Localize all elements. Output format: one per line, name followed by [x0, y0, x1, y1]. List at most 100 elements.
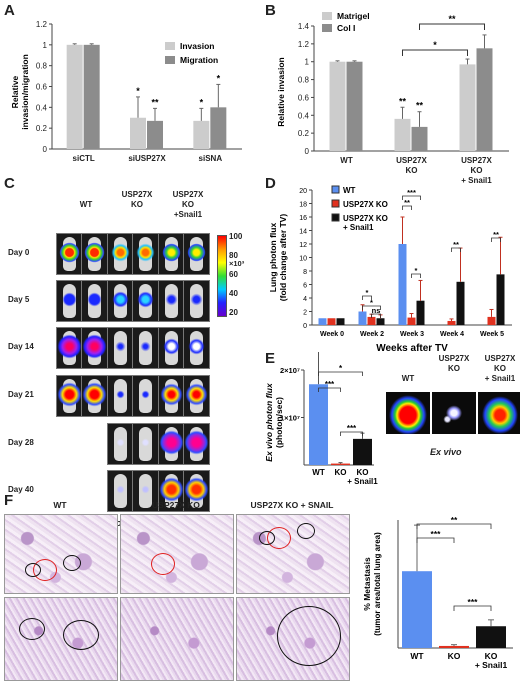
- row-label: Day 0: [8, 248, 30, 257]
- signal-spot: [108, 430, 133, 455]
- column-label: +Snail1: [173, 210, 203, 219]
- exvivo-image: [432, 392, 476, 434]
- mouse-image: [158, 423, 185, 465]
- signal-spot: [57, 334, 82, 359]
- category-label: KO: [448, 651, 461, 661]
- signal-spot: [133, 430, 158, 455]
- bracket: [419, 23, 485, 30]
- category-label: Week 4: [440, 331, 464, 338]
- tumor-outline: [297, 523, 315, 539]
- category-label: WT: [340, 156, 353, 165]
- mouse-image: [56, 280, 83, 322]
- signal-spot: [159, 477, 184, 502]
- category-label: siUSP27X: [128, 154, 166, 163]
- bar: [402, 571, 432, 648]
- bar: [476, 626, 506, 648]
- category-label: Week 5: [480, 331, 504, 338]
- colorbar-tick-label: 80: [229, 251, 238, 260]
- tumor-outline: [25, 563, 41, 577]
- signal-spot: [184, 240, 209, 265]
- signal-spot: [108, 477, 133, 502]
- y-tick-label: 0.2: [36, 124, 48, 133]
- histology-zoom: [4, 597, 118, 681]
- panel-f-histology: WT USP27X KO USP27X KO + SNAIL: [0, 492, 360, 683]
- category-label: USP27X: [396, 156, 427, 165]
- bracket: [371, 313, 381, 318]
- mouse-image: [158, 280, 185, 322]
- mouse-image: [158, 233, 185, 275]
- signal-spot: [184, 287, 209, 312]
- bracket-label: ***: [407, 188, 416, 197]
- bracket: [318, 371, 363, 376]
- y-axis-label-line1: Relative: [10, 75, 20, 108]
- y-tick-label: 20: [299, 188, 307, 195]
- bracket: [453, 605, 492, 611]
- signal-spot: [133, 382, 158, 407]
- column-label: KO: [182, 200, 194, 209]
- mouse-image: [183, 470, 210, 512]
- histology-label: USP27X KO: [152, 500, 200, 510]
- y-tick-label: 12: [299, 242, 307, 249]
- panel-e-chart: 1×10⁷ 2×10⁷ Ex vivo photon flux (photon/sec…: [264, 352, 378, 486]
- category-label: KO: [335, 468, 347, 477]
- y-axis-label-line2: invasion/migration: [20, 54, 30, 130]
- signal-spot: [108, 287, 133, 312]
- bar: [327, 318, 336, 325]
- y-tick-label: 16: [299, 215, 307, 222]
- signal-spot: [159, 240, 184, 265]
- category-label: + Snail1: [347, 477, 378, 486]
- bar: [496, 274, 505, 325]
- exvivo-image: [386, 392, 430, 434]
- tumor-outline: [259, 531, 275, 545]
- tumor-outline: [19, 618, 45, 640]
- exvivo-label: KO: [494, 364, 506, 373]
- significance-mark: **: [399, 96, 407, 106]
- y-tick-label: 0.8: [36, 62, 48, 71]
- legend-swatch: [331, 185, 340, 194]
- signal-spot: [184, 334, 209, 359]
- bracket-label: *: [433, 40, 437, 50]
- category-label: KO: [357, 468, 369, 477]
- exvivo-label: USP27X: [484, 354, 516, 363]
- y-tick-label: 0.6: [36, 83, 48, 92]
- exvivo-signal: [478, 392, 520, 434]
- column-label: USP27X: [121, 190, 153, 199]
- mouse-image: [56, 375, 83, 417]
- bar: [456, 281, 465, 325]
- significance-mark: *: [200, 97, 204, 107]
- panel-f-letter: F: [4, 492, 14, 509]
- histology-label: WT: [53, 500, 67, 510]
- colorbar-tick-label: 40: [229, 289, 238, 298]
- mouse-image: [183, 375, 210, 417]
- significance-mark: **: [416, 101, 424, 111]
- significance-mark: *: [217, 73, 221, 83]
- bracket-label: *: [339, 364, 343, 373]
- histology-overview: [236, 514, 350, 594]
- bracket-label: **: [448, 14, 456, 24]
- bar: [358, 311, 367, 325]
- legend-swatch: [322, 24, 332, 32]
- bracket: [491, 237, 501, 242]
- bar: [309, 384, 328, 465]
- mouse-image: [107, 470, 134, 512]
- y-axis-label-line1: Lung photon flux: [268, 223, 278, 293]
- bracket-label: *: [366, 288, 369, 297]
- histology-zoom: [120, 597, 234, 681]
- mouse-image: [107, 375, 134, 417]
- y-tick-label: 14: [299, 229, 307, 236]
- signal-spot: [82, 334, 107, 359]
- category-label: Week 3: [400, 331, 424, 338]
- signal-spot: [133, 240, 158, 265]
- mouse-image: [132, 423, 159, 465]
- bar: [346, 61, 363, 151]
- legend-label: USP27X KO: [343, 200, 388, 209]
- row-label: Day 40: [8, 485, 34, 494]
- y-axis-label: Relative invasion: [276, 57, 286, 126]
- bracket: [402, 205, 412, 210]
- bracket-label: **: [453, 240, 459, 249]
- colorbar-tick-label: 20: [229, 308, 238, 317]
- signal-spot: [133, 477, 158, 502]
- tumor-outline: [63, 620, 99, 650]
- category-label: Week 0: [320, 331, 344, 338]
- category-label: WT: [312, 468, 325, 477]
